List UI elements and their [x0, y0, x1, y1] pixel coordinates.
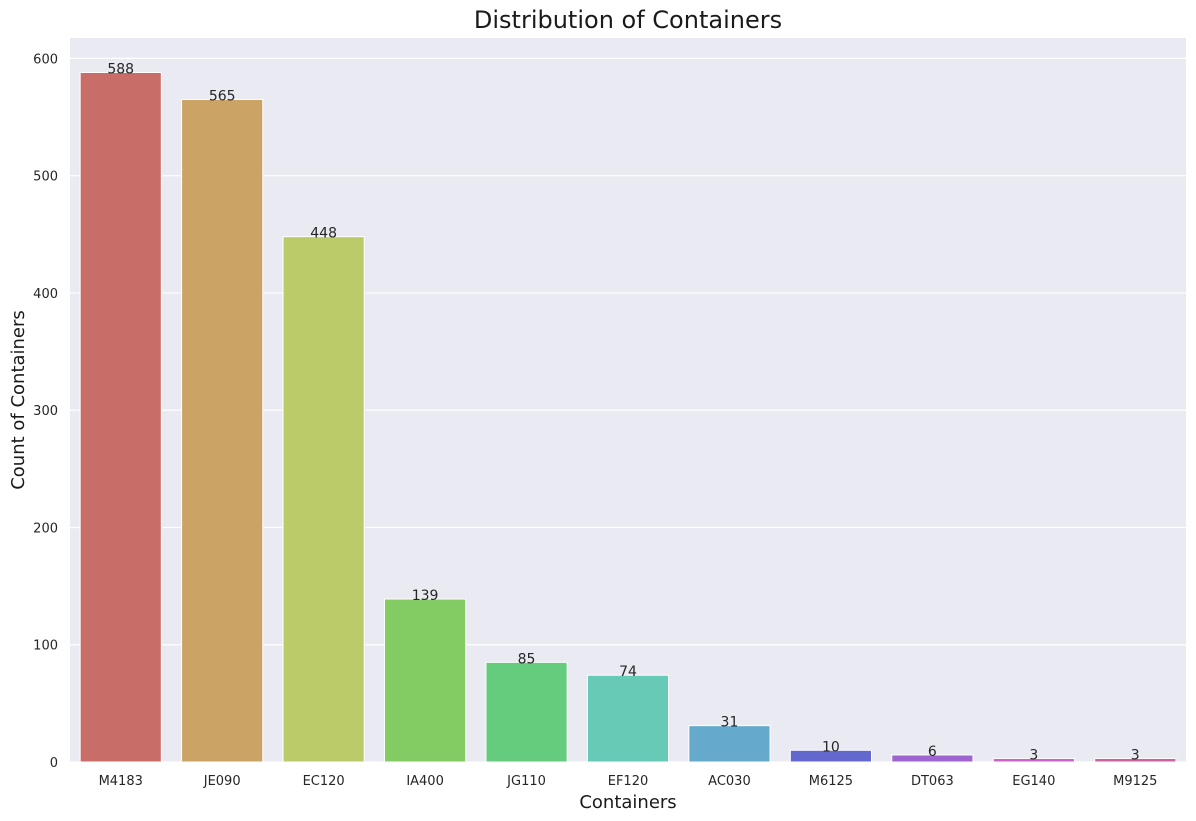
- bar-ef120: [586, 674, 670, 763]
- bar-dt063: [891, 754, 974, 763]
- bar-m9125: [1094, 757, 1177, 763]
- y-tick-label: 200: [33, 521, 58, 536]
- data-label: 3: [1029, 747, 1038, 763]
- x-tick-label: JE090: [203, 774, 241, 789]
- data-label: 588: [107, 61, 134, 77]
- data-label: 31: [721, 715, 739, 731]
- x-tick-label: EC120: [303, 774, 345, 789]
- y-tick-label: 600: [33, 52, 58, 67]
- bars: [79, 71, 1177, 763]
- y-axis-label: Count of Containers: [8, 310, 29, 490]
- data-label: 448: [310, 226, 337, 242]
- data-label: 139: [412, 588, 439, 604]
- x-tick-label: EG140: [1012, 774, 1055, 789]
- x-tick-label: DT063: [911, 774, 954, 789]
- data-label: 565: [209, 88, 236, 104]
- y-tick-labels: 0 100 200 300 400 500 600: [33, 52, 58, 771]
- x-tick-label: M9125: [1113, 774, 1157, 789]
- data-label: 6: [928, 744, 937, 760]
- y-tick-label: 100: [33, 639, 58, 654]
- x-axis-label: Containers: [579, 792, 676, 813]
- bar-jg110: [485, 661, 568, 763]
- bar-ac030: [688, 725, 771, 763]
- x-tick-label: AC030: [708, 774, 751, 789]
- bar-ec120: [282, 236, 365, 763]
- bar-je090: [181, 98, 264, 763]
- y-tick-label: 400: [33, 287, 58, 302]
- data-label: 10: [822, 739, 840, 755]
- x-tick-labels: M4183 JE090 EC120 IA400 JG110 EF120 AC030 M6125…: [99, 774, 1158, 789]
- x-tick-label: M6125: [809, 774, 853, 789]
- bar-m6125: [789, 749, 872, 763]
- x-tick-label: EF120: [608, 774, 649, 789]
- bar-m4183: [79, 71, 162, 763]
- y-tick-label: 500: [33, 170, 58, 185]
- data-label: 85: [518, 651, 536, 667]
- y-tick-label: 300: [33, 404, 58, 419]
- bar-eg140: [992, 757, 1075, 763]
- bar-ia400: [384, 598, 467, 763]
- y-tick-label: 0: [50, 756, 58, 771]
- data-labels: 588 565 448 139 85 74 31 10 6 3 3: [107, 61, 1139, 763]
- data-label: 74: [619, 664, 637, 680]
- data-label: 3: [1131, 747, 1140, 763]
- chart-title: Distribution of Containers: [474, 6, 782, 34]
- x-tick-label: IA400: [406, 774, 444, 789]
- x-tick-label: M4183: [99, 774, 143, 789]
- x-tick-label: JG110: [506, 774, 546, 789]
